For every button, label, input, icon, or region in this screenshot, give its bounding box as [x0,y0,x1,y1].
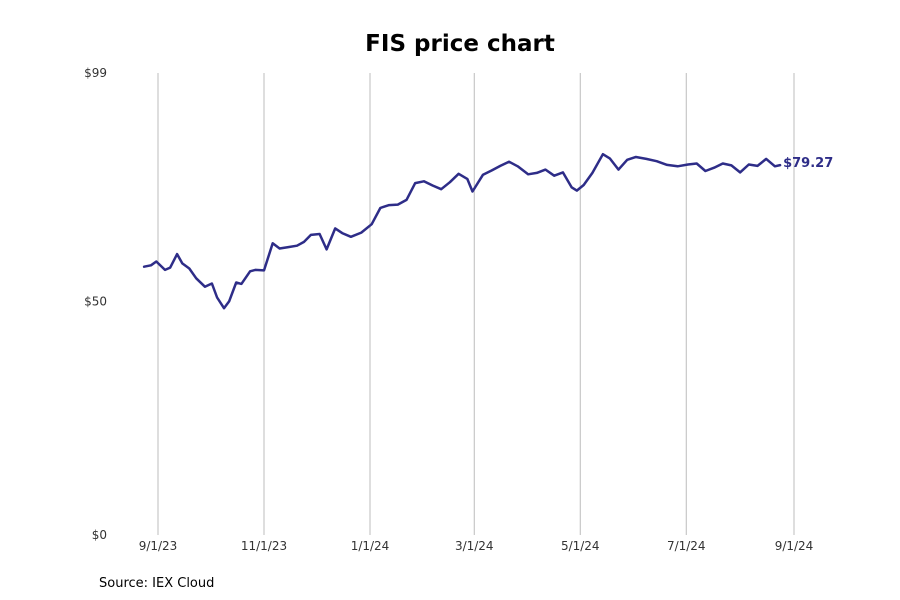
y-tick-label: $50 [84,295,107,309]
data-point [516,165,519,168]
data-point [676,165,679,168]
data-point [617,168,620,171]
data-point [370,223,373,225]
data-point [414,182,417,184]
data-point [360,231,363,234]
data-point [635,156,637,158]
data-point [765,158,767,160]
series-layer [142,152,782,310]
data-point [211,282,213,285]
data-point [471,190,474,193]
data-point [164,269,166,271]
data-point [609,157,611,160]
data-point [325,248,328,251]
x-axis: 9/1/23 11/1/23 1/1/24 3/1/24 5/1/24 7/1/24 9/1… [139,539,814,553]
data-point [235,281,237,284]
data-point [499,165,502,167]
x-tick-label: 3/1/24 [455,539,494,553]
data-point [722,162,724,165]
data-point [405,199,408,201]
data-point [216,296,218,299]
data-point [155,260,158,263]
data-point [666,164,668,166]
y-tick-label: $99 [84,66,107,80]
data-point [774,165,776,168]
data-point [249,270,251,273]
data-point [730,164,733,167]
data-point [223,307,225,310]
data-point [334,227,337,230]
data-point [303,241,305,243]
chart-title: FIS price chart [365,31,555,57]
data-point [626,159,628,161]
data-point [562,171,564,174]
data-point [490,169,493,172]
last-value-label: $79.27 [783,156,833,171]
grid [157,73,795,535]
data-point [228,300,230,303]
data-point [423,180,425,183]
data-point [350,236,352,238]
data-point [576,189,578,192]
data-point [310,234,312,236]
data-point [431,184,434,187]
data-point [143,265,145,268]
data-point [457,173,460,175]
data-point [188,267,191,270]
data-point [240,283,243,285]
x-tick-label: 5/1/24 [561,539,600,553]
data-point [508,160,510,163]
data-point [195,277,197,280]
data-point [739,171,741,174]
data-point [176,253,178,255]
y-tick-label: $0 [92,528,107,542]
data-point [482,173,484,176]
series-line-fis [142,152,782,310]
x-tick-label: 11/1/23 [241,539,287,553]
x-tick-label: 7/1/24 [667,539,706,553]
data-point [278,247,281,250]
data-point [271,242,274,245]
x-tick-label: 9/1/24 [775,539,814,553]
data-point [553,174,555,177]
data-point [466,178,469,180]
data-point [748,163,750,166]
data-point [602,153,604,155]
data-point [570,186,573,189]
x-tick-label: 1/1/24 [351,539,390,553]
data-point [756,165,759,167]
data-point [713,166,715,169]
data-point [536,172,538,174]
data-point [449,181,451,183]
data-point [388,204,390,206]
data-point [181,262,184,265]
data-point [695,162,698,165]
data-point [655,160,658,162]
data-point [687,163,689,166]
data-point [150,264,152,267]
data-point [544,168,547,171]
data-point [440,188,443,190]
data-point [379,207,382,209]
data-point [318,233,321,235]
x-tick-label: 9/1/23 [139,539,178,553]
data-point [263,269,265,272]
data-point [527,173,529,176]
data-point [169,266,171,269]
data-point [582,184,585,186]
source-note: Source: IEX Cloud [99,576,214,591]
data-point [254,269,257,271]
data-point [204,285,206,288]
data-point [397,203,399,206]
data-point [704,170,707,172]
data-point [296,244,298,247]
data-point [645,158,648,160]
data-point [287,246,290,248]
data-point [591,172,594,174]
y-axis: $0 $50 $99 [84,66,107,542]
data-point [779,164,781,166]
data-point [341,232,344,234]
